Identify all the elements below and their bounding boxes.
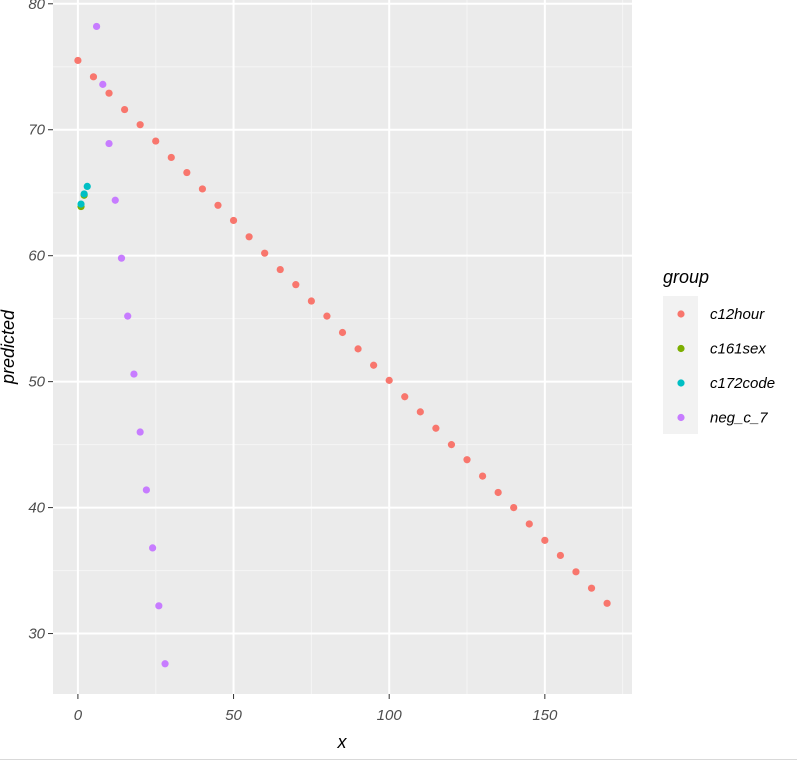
point-neg-c-7	[111, 196, 119, 204]
plot-panel	[53, 0, 632, 694]
legend-label-c12hour: c12hour	[710, 306, 765, 323]
point-c12hour	[276, 265, 284, 274]
point-c12hour	[525, 520, 533, 528]
legend-label-neg-c-7: neg_c_7	[710, 410, 768, 427]
point-c12hour	[338, 328, 347, 337]
point-c12hour	[463, 456, 471, 464]
point-neg-c-7	[124, 312, 132, 320]
data-points	[74, 22, 611, 668]
legend-title: group	[663, 267, 709, 287]
x-tick-label: 150	[532, 707, 558, 724]
point-c12hour	[401, 393, 409, 401]
point-c12hour	[603, 599, 611, 607]
point-neg-c-7	[136, 428, 144, 436]
y-axis-title: predicted	[0, 309, 18, 385]
point-c12hour	[385, 376, 393, 384]
point-c172code	[83, 182, 91, 191]
legend-key-c172code	[677, 379, 685, 387]
grid-major	[53, 0, 632, 694]
point-c12hour	[245, 233, 253, 241]
point-c12hour	[432, 424, 440, 432]
point-c12hour	[261, 249, 269, 257]
x-tick-label: 100	[377, 707, 403, 724]
point-c12hour	[152, 137, 160, 145]
point-neg-c-7	[161, 660, 169, 668]
point-neg-c-7	[99, 80, 107, 88]
point-c12hour	[105, 89, 113, 97]
x-tick-label: 50	[225, 707, 242, 724]
point-c12hour	[307, 297, 315, 305]
legend-key-c12hour	[677, 310, 685, 318]
point-c12hour	[89, 73, 98, 81]
point-c12hour	[229, 216, 238, 225]
legend-label-c161sex: c161sex	[710, 341, 766, 358]
bottom-divider	[0, 759, 797, 760]
x-axis-title: x	[337, 732, 348, 752]
point-c12hour	[214, 201, 222, 209]
point-neg-c-7	[142, 486, 150, 494]
point-c12hour	[136, 121, 144, 129]
point-c12hour	[120, 105, 129, 114]
point-neg-c-7	[92, 22, 101, 31]
point-c12hour	[572, 568, 580, 576]
point-c12hour	[74, 56, 82, 65]
legend: group c12hour c161sex c172code neg_c_7	[663, 267, 775, 434]
point-c12hour	[541, 536, 549, 544]
point-c172code	[80, 190, 88, 198]
point-c12hour	[478, 472, 487, 480]
y-tick-label: 40	[28, 500, 45, 517]
legend-label-c172code: c172code	[710, 375, 775, 392]
legend-key-background	[663, 296, 698, 434]
y-tick-label: 60	[28, 248, 45, 265]
point-neg-c-7	[149, 544, 157, 552]
grid-minor	[53, 0, 632, 694]
point-neg-c-7	[130, 370, 138, 378]
y-tick-label: 70	[28, 122, 45, 139]
point-c12hour	[416, 408, 424, 416]
y-tick-label: 80	[28, 0, 45, 13]
point-c12hour	[198, 185, 207, 193]
x-axis: 0 50 100 150	[74, 694, 558, 724]
legend-key-c161sex	[677, 344, 685, 353]
point-neg-c-7	[105, 139, 113, 148]
point-c12hour	[447, 441, 456, 449]
point-c172code	[77, 200, 85, 208]
legend-key-neg-c-7	[677, 413, 685, 422]
point-c12hour	[183, 168, 191, 177]
point-c12hour	[323, 312, 331, 320]
point-c12hour	[354, 345, 362, 353]
point-neg-c-7	[117, 254, 126, 262]
y-tick-label: 50	[28, 374, 45, 391]
point-c12hour	[167, 153, 175, 162]
point-c12hour	[292, 281, 300, 289]
point-c12hour	[556, 551, 565, 560]
point-c12hour	[510, 503, 518, 512]
point-neg-c-7	[155, 602, 163, 610]
point-c12hour	[370, 361, 378, 369]
x-tick-label: 0	[74, 707, 83, 724]
y-tick-label: 30	[28, 626, 45, 643]
point-c12hour	[494, 488, 502, 497]
y-axis: 30 40 50 60 70 80	[28, 0, 53, 643]
point-c12hour	[587, 584, 596, 592]
